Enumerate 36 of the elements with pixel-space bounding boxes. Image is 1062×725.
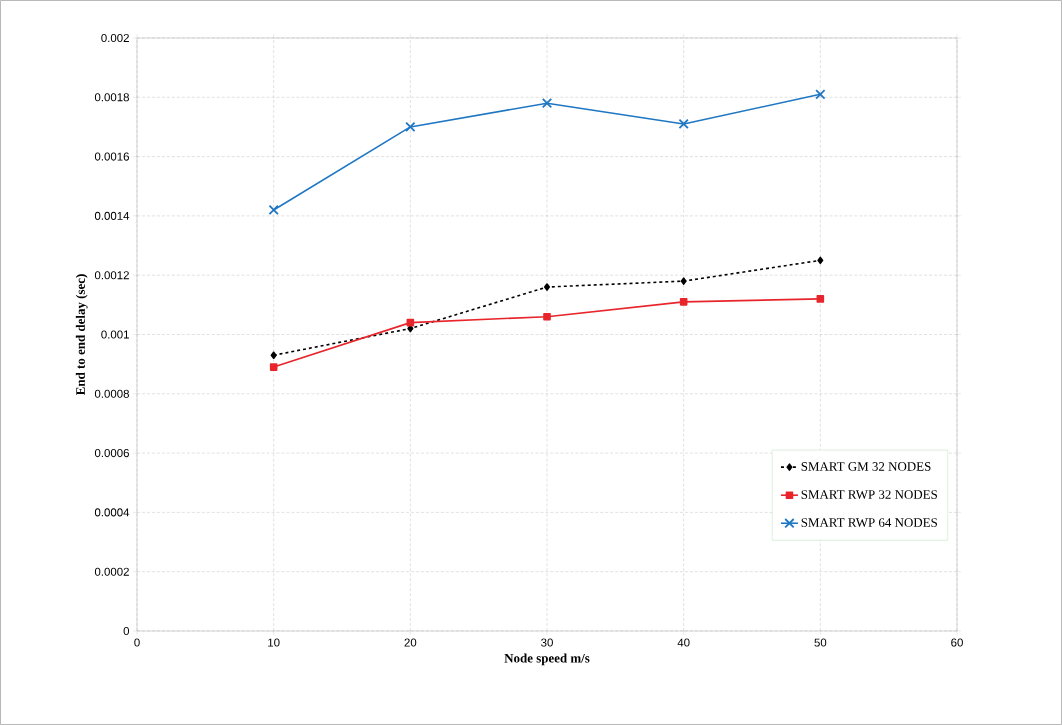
y-tick-label: 0.0008 bbox=[94, 389, 129, 398]
point bbox=[817, 256, 824, 265]
y-axis-title: End to end delay (sec) bbox=[75, 274, 88, 396]
y-tick-label: 0.0012 bbox=[94, 271, 129, 280]
x-tick-label: 60 bbox=[951, 638, 963, 647]
y-tick-label: 0.002 bbox=[101, 33, 129, 43]
y-tick-label: 0.0006 bbox=[94, 449, 129, 458]
x-tick-label: 30 bbox=[541, 638, 553, 647]
point bbox=[816, 295, 825, 303]
point bbox=[543, 312, 551, 321]
point bbox=[543, 283, 551, 291]
x-tick-label: 0 bbox=[134, 638, 140, 647]
point bbox=[679, 298, 688, 306]
y-tick-label: 0.0014 bbox=[94, 211, 130, 220]
y-tick-label: 0.0018 bbox=[94, 93, 129, 102]
y-tick-label: 0.001 bbox=[101, 330, 129, 339]
x-tick-label: 10 bbox=[268, 638, 280, 647]
point bbox=[405, 121, 416, 133]
point bbox=[678, 118, 689, 130]
legend-label: SMART GM 32 NODES bbox=[801, 462, 931, 471]
y-tick-label: 0 bbox=[123, 626, 130, 636]
x-axis-title: Node speed m/s bbox=[504, 653, 590, 666]
x-tick-label: 20 bbox=[404, 638, 417, 647]
y-tick-label: 0.0004 bbox=[94, 508, 130, 517]
x-tick-label: 40 bbox=[677, 638, 690, 647]
point bbox=[541, 98, 553, 109]
point bbox=[680, 277, 687, 285]
point bbox=[815, 89, 826, 100]
point bbox=[269, 363, 278, 371]
x-tick-label: 50 bbox=[814, 638, 827, 647]
legend-label: SMART RWP 32 NODES bbox=[801, 490, 937, 499]
y-tick-label: 0.0002 bbox=[94, 567, 129, 576]
y-tick-label: 0.0016 bbox=[94, 152, 129, 161]
legend-label: SMART RWP 64 NODES bbox=[801, 518, 937, 527]
point bbox=[268, 204, 279, 216]
point bbox=[270, 351, 277, 360]
